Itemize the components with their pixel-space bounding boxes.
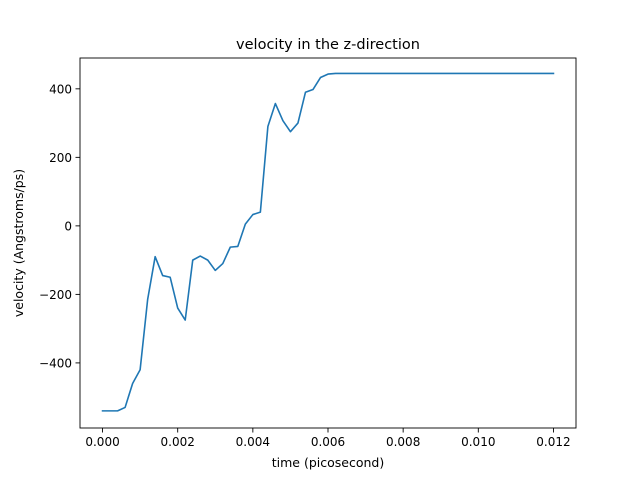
- x-tick-label: 0.008: [386, 435, 420, 449]
- x-axis-label: time (picosecond): [272, 455, 384, 470]
- x-tick-label: 0.012: [536, 435, 570, 449]
- plot-series-group: [101, 72, 555, 412]
- chart-title: velocity in the z-direction: [236, 37, 420, 53]
- y-axis-ticks: −400 −200 0 200 400: [39, 82, 80, 370]
- y-tick-label: 400: [49, 82, 72, 96]
- x-tick-label: 0.006: [311, 435, 345, 449]
- x-tick-label: 0.010: [461, 435, 495, 449]
- x-tick-label: 0.004: [236, 435, 270, 449]
- y-tick-label: −200: [39, 288, 72, 302]
- y-axis-label: velocity (Angstroms/ps): [11, 169, 26, 317]
- y-tick-label: −400: [39, 356, 72, 370]
- y-tick-label: 0: [64, 219, 72, 233]
- plot-area-frame: [79, 57, 577, 429]
- x-tick-label: 0.002: [161, 435, 195, 449]
- series-line: [101, 72, 555, 412]
- y-tick-label: 200: [49, 151, 72, 165]
- x-tick-label: 0.000: [85, 435, 119, 449]
- x-axis-ticks: 0.000 0.002 0.004 0.006 0.008 0.010 0.012: [85, 428, 571, 449]
